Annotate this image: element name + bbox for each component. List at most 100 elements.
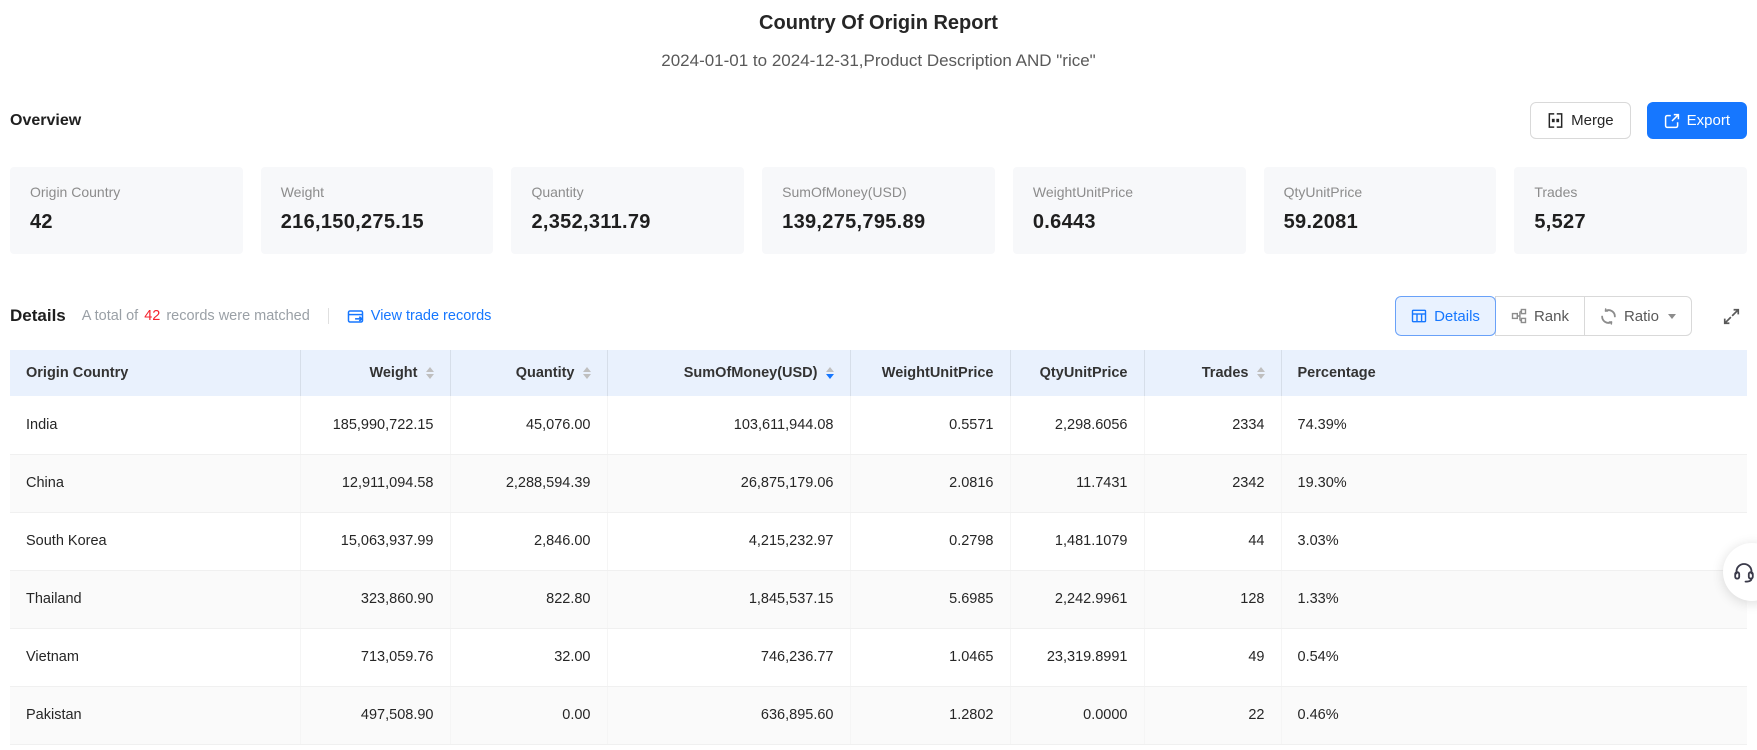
cell-percentage: 0.46% xyxy=(1281,686,1747,745)
cell-quantity: 0.00 xyxy=(450,686,608,745)
cell-percentage: 1.33% xyxy=(1281,570,1747,629)
cell-weightunitprice: 1.0465 xyxy=(850,628,1011,687)
merge-button[interactable]: Merge xyxy=(1530,102,1631,139)
cell-origin-country: South Korea xyxy=(10,512,301,571)
cell-sumofmoney-usd: 746,236.77 xyxy=(607,628,851,687)
table-row-vietnam[interactable]: Vietnam 713,059.76 32.00 746,236.77 1.0465 23… xyxy=(10,628,1747,687)
table-row-pakistan[interactable]: Pakistan 497,508.90 0.00 636,895.60 1.2802 0.… xyxy=(10,686,1747,745)
cell-origin-country: Thailand xyxy=(10,570,301,629)
view-trade-records-label: View trade records xyxy=(370,308,492,324)
column-header-qtyunitprice: QtyUnitPrice xyxy=(1010,350,1145,396)
cell-qtyunitprice: 2,242.9961 xyxy=(1010,570,1145,629)
overview-heading: Overview xyxy=(10,111,82,129)
column-label: Trades xyxy=(1201,365,1249,381)
stat-card-weight: Weight 216,150,275.15 xyxy=(260,167,494,254)
table-header-row: Origin Country Weight Quantity SumOfMoney(U… xyxy=(10,350,1747,396)
export-icon xyxy=(1664,113,1680,129)
table-body: India 185,990,722.15 45,076.00 103,611,944.… xyxy=(10,396,1747,745)
trade-records-icon xyxy=(347,308,364,325)
match-count: 42 xyxy=(144,308,161,324)
cell-origin-country: Pakistan xyxy=(10,686,301,745)
stat-card-qty-unit-price: QtyUnitPrice 59.2081 xyxy=(1263,167,1497,254)
cell-percentage: 74.39% xyxy=(1281,396,1747,455)
cell-weightunitprice: 0.2798 xyxy=(850,512,1011,571)
sort-icon xyxy=(425,367,434,379)
column-header-quantity[interactable]: Quantity xyxy=(450,350,608,396)
cell-quantity: 2,288,594.39 xyxy=(450,454,608,513)
overview-stat-cards: Origin Country 42 Weight 216,150,275.15 … xyxy=(10,167,1748,254)
column-label: SumOfMoney(USD) xyxy=(683,365,818,381)
table-icon xyxy=(1411,308,1427,324)
merge-icon xyxy=(1547,112,1564,129)
tab-rank-label: Rank xyxy=(1533,307,1569,325)
cell-quantity: 45,076.00 xyxy=(450,396,608,455)
stat-value: 139,275,795.89 xyxy=(782,211,926,233)
cell-trades: 2334 xyxy=(1144,396,1282,455)
column-header-origin-country: Origin Country xyxy=(10,350,301,396)
report-header: Country Of Origin Report 2024-01-01 to 2… xyxy=(10,0,1747,72)
view-switcher: Details Rank xyxy=(1395,296,1692,336)
sort-icon xyxy=(825,367,834,379)
tab-ratio-label: Ratio xyxy=(1623,307,1659,325)
column-label: WeightUnitPrice xyxy=(881,365,994,381)
chevron-down-icon xyxy=(1668,313,1676,319)
stat-label: QtyUnitPrice xyxy=(1283,184,1363,200)
cell-trades: 44 xyxy=(1144,512,1282,571)
cell-quantity: 32.00 xyxy=(450,628,608,687)
details-bar: Details A total of 42 records were match… xyxy=(10,296,1747,336)
stat-value: 59.2081 xyxy=(1283,211,1358,233)
cell-quantity: 822.80 xyxy=(450,570,608,629)
column-header-percentage: Percentage xyxy=(1281,350,1747,396)
cell-origin-country: China xyxy=(10,454,301,513)
cell-weight: 15,063,937.99 xyxy=(300,512,451,571)
details-table: Origin Country Weight Quantity SumOfMoney(U… xyxy=(10,350,1747,745)
cell-qtyunitprice: 23,319.8991 xyxy=(1010,628,1145,687)
sort-icon xyxy=(1256,367,1265,379)
export-button[interactable]: Export xyxy=(1646,102,1747,139)
overview-actions: Merge Export xyxy=(1530,102,1747,139)
stat-label: Weight xyxy=(280,184,325,200)
stat-label: SumOfMoney(USD) xyxy=(782,184,907,200)
cell-weight: 713,059.76 xyxy=(300,628,451,687)
column-header-trades[interactable]: Trades xyxy=(1144,350,1282,396)
cell-percentage: 0.54% xyxy=(1281,628,1747,687)
table-row-thailand[interactable]: Thailand 323,860.90 822.80 1,845,537.15 5.69… xyxy=(10,570,1747,629)
table-row-south-korea[interactable]: South Korea 15,063,937.99 2,846.00 4,215,23… xyxy=(10,512,1747,571)
table-row-china[interactable]: China 12,911,094.58 2,288,594.39 26,875,179… xyxy=(10,454,1747,513)
merge-button-label: Merge xyxy=(1571,112,1614,129)
column-header-sumofmoney-usd[interactable]: SumOfMoney(USD) xyxy=(607,350,851,396)
cell-sumofmoney-usd: 103,611,944.08 xyxy=(607,396,851,455)
stat-card-origin-country: Origin Country 42 xyxy=(10,167,243,254)
divider xyxy=(327,308,329,324)
cell-percentage: 19.30% xyxy=(1281,454,1747,513)
headset-icon xyxy=(1732,560,1756,584)
cell-trades: 2342 xyxy=(1144,454,1282,513)
tab-details[interactable]: Details xyxy=(1395,296,1496,336)
column-label: Weight xyxy=(369,365,418,381)
cell-quantity: 2,846.00 xyxy=(450,512,608,571)
match-summary: A total of 42 records were matched xyxy=(82,308,310,324)
stat-value: 42 xyxy=(30,211,53,233)
stat-card-sum-of-money: SumOfMoney(USD) 139,275,795.89 xyxy=(762,167,995,254)
cell-qtyunitprice: 1,481.1079 xyxy=(1010,512,1145,571)
cell-origin-country: India xyxy=(10,396,301,455)
tab-ratio[interactable]: Ratio xyxy=(1583,296,1692,336)
view-trade-records-link[interactable]: View trade records xyxy=(347,308,492,325)
sort-icon xyxy=(582,367,591,379)
column-header-weight[interactable]: Weight xyxy=(300,350,451,396)
column-header-weightunitprice: WeightUnitPrice xyxy=(850,350,1011,396)
fullscreen-button[interactable] xyxy=(1720,305,1743,328)
cell-weight: 497,508.90 xyxy=(300,686,451,745)
table-row-india[interactable]: India 185,990,722.15 45,076.00 103,611,944.… xyxy=(10,396,1747,455)
column-label: Origin Country xyxy=(26,365,129,381)
column-label: Quantity xyxy=(515,365,575,381)
tab-rank[interactable]: Rank xyxy=(1494,296,1585,336)
overview-bar: Overview Merge xyxy=(10,102,1747,139)
cell-sumofmoney-usd: 636,895.60 xyxy=(607,686,851,745)
report-subtitle: 2024-01-01 to 2024-12-31,Product Descrip… xyxy=(661,51,1096,70)
cell-trades: 49 xyxy=(1144,628,1282,687)
column-label: Percentage xyxy=(1297,365,1376,381)
details-heading: Details xyxy=(10,306,66,325)
stat-card-trades: Trades 5,527 xyxy=(1514,167,1748,254)
